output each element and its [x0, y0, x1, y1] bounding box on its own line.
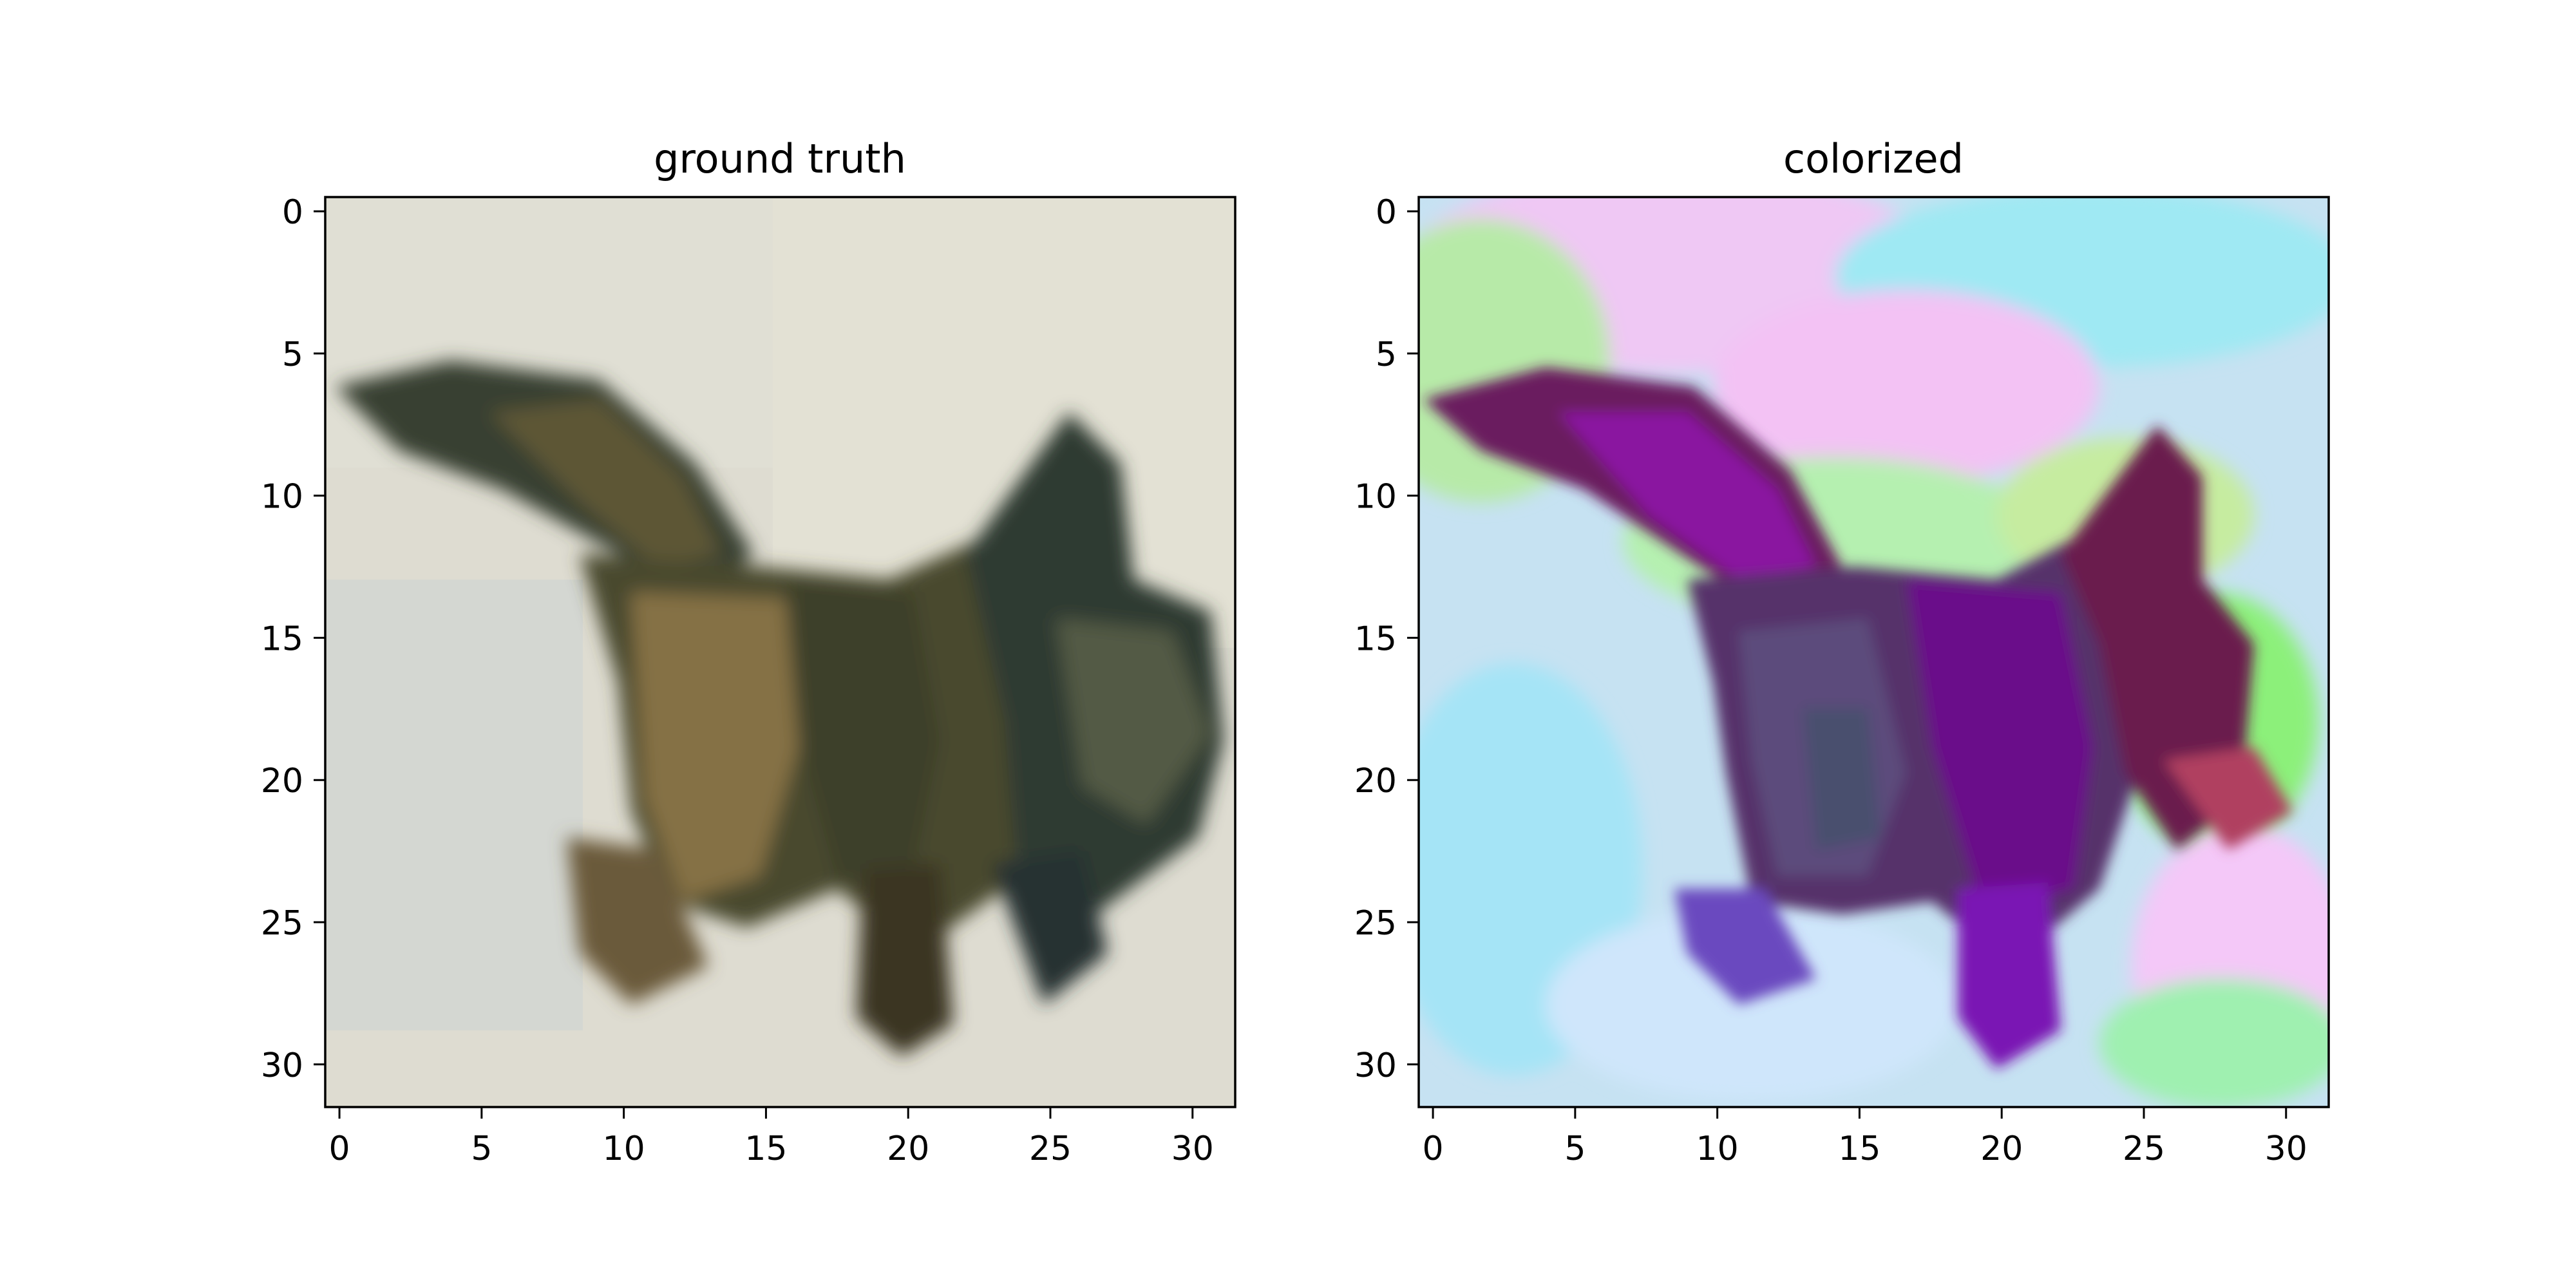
y-tick-label: 10: [261, 478, 303, 516]
tick-group: 0 5 10 15 20 25 30 0 5 10 15 20 25 30: [261, 193, 1214, 1168]
y-tick-label: 0: [282, 193, 303, 232]
y-tick-label: 30: [1354, 1046, 1397, 1085]
axes-colorized: colorized: [1354, 135, 2330, 1168]
x-tick-label: 30: [1171, 1130, 1214, 1168]
x-tick-label: 30: [2265, 1130, 2307, 1168]
y-tick-label: 5: [1376, 336, 1397, 374]
y-tick-label: 20: [261, 762, 303, 800]
x-tick-label: 0: [1423, 1130, 1444, 1168]
y-tick-label: 25: [1354, 904, 1397, 943]
axes-ground-truth: ground truth: [261, 135, 1236, 1168]
x-tick-label: 10: [603, 1130, 645, 1168]
chart-title: ground truth: [654, 135, 906, 182]
x-tick-label: 0: [329, 1130, 350, 1168]
y-tick-label: 10: [1354, 478, 1397, 516]
image-ground-truth: [325, 197, 1235, 1107]
airplane-shape: [1423, 367, 2293, 1069]
x-tick-label: 15: [1838, 1130, 1880, 1168]
y-tick-label: 25: [261, 904, 303, 943]
y-tick-label: 0: [1376, 193, 1397, 232]
chart-title: colorized: [1783, 135, 1964, 182]
y-tick-label: 15: [1354, 620, 1397, 658]
tick-group: 0 5 10 15 20 25 30 0 5 10 15 20 25 30: [1354, 193, 2307, 1168]
airplane-shape: [335, 361, 1224, 1056]
axes-frame: [324, 196, 1236, 1108]
y-tick-label: 15: [261, 620, 303, 658]
image-colorized: [1419, 197, 2329, 1107]
x-tick-label: 5: [471, 1130, 492, 1168]
x-tick-label: 20: [887, 1130, 929, 1168]
y-tick-label: 5: [282, 336, 303, 374]
y-tick-label: 30: [261, 1046, 303, 1085]
x-tick-label: 15: [744, 1130, 787, 1168]
x-tick-label: 10: [1696, 1130, 1739, 1168]
x-tick-label: 20: [1980, 1130, 2023, 1168]
x-tick-label: 25: [1029, 1130, 1072, 1168]
x-tick-label: 5: [1564, 1130, 1586, 1168]
x-tick-label: 25: [2123, 1130, 2165, 1168]
axes-frame: [1417, 196, 2330, 1108]
y-tick-label: 20: [1354, 762, 1397, 800]
